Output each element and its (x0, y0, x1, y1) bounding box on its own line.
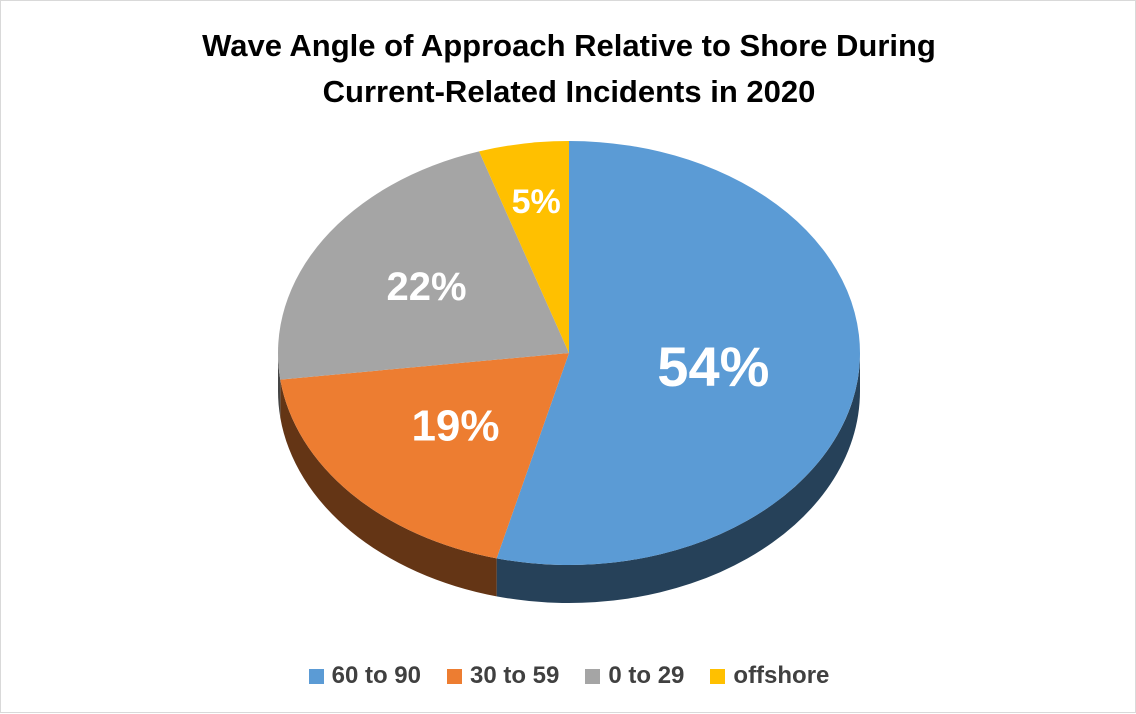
data-label-offshore: 5% (512, 183, 561, 221)
legend-item-0-to-29: 0 to 29 (585, 661, 684, 691)
legend-item-offshore: offshore (710, 661, 829, 691)
chart-title: Wave Angle of Approach Relative to Shore… (1, 23, 1136, 115)
pie-slice-30-to-59 (280, 353, 569, 559)
pie-side-1 (280, 379, 497, 597)
pie-data-labels: 54% 19% 22% 5% (386, 183, 769, 450)
legend-label: 60 to 90 (331, 662, 421, 689)
pie-slices (278, 141, 860, 565)
data-label-60-to-90: 54% (657, 335, 769, 398)
legend-item-30-to-59: 30 to 59 (446, 661, 560, 691)
pie-side-walls (278, 353, 860, 604)
legend-item-60-to-90: 60 to 90 (308, 661, 421, 691)
legend-swatch (710, 668, 726, 684)
legend-label: 0 to 29 (608, 662, 685, 689)
pie-side-0 (496, 353, 860, 604)
legend-swatch (585, 668, 601, 684)
pie-side-2 (278, 353, 281, 418)
chart-title-line-2: Current-Related Incidents in 2020 (322, 74, 816, 109)
data-label-0-to-29: 22% (386, 265, 466, 309)
chart-title-line-1: Wave Angle of Approach Relative to Shore… (202, 28, 936, 63)
legend: 60 to 90 30 to 59 0 to 29 offshore (1, 661, 1136, 691)
legend-swatch (446, 668, 462, 684)
legend-swatch (308, 668, 324, 684)
pie-slice-offshore (479, 141, 569, 353)
pie-slice-60-to-90 (496, 141, 860, 565)
data-label-30-to-59: 19% (411, 401, 499, 450)
pie-slice-0-to-29 (278, 151, 569, 380)
legend-label: offshore (733, 662, 830, 689)
legend-label: 30 to 59 (469, 662, 560, 689)
